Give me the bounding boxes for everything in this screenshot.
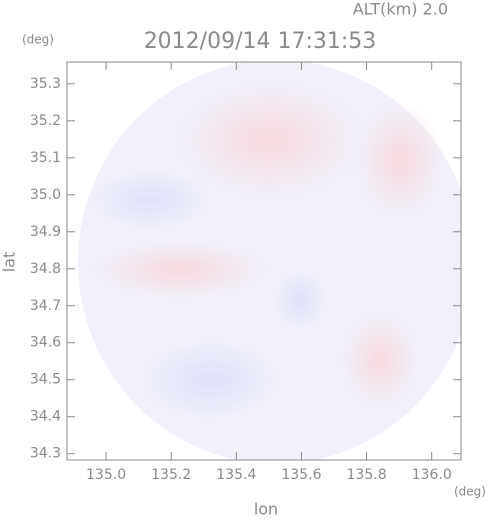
radar-image bbox=[78, 62, 461, 460]
annotation: ALT(km) 2.0 bbox=[353, 0, 448, 19]
y-tick-label: 35.0 bbox=[30, 187, 61, 203]
x-tick-label: 135.0 bbox=[86, 467, 126, 483]
plot-frame bbox=[66, 61, 462, 461]
x-unit: (deg) bbox=[454, 485, 486, 499]
y-axis-label: lat bbox=[0, 252, 19, 273]
y-tick-label: 34.6 bbox=[30, 335, 61, 351]
x-tick-label: 135.2 bbox=[151, 467, 191, 483]
y-unit: (deg) bbox=[22, 33, 54, 47]
chart-title: 2012/09/14 17:31:53 bbox=[144, 29, 377, 54]
x-tick-label: 135.8 bbox=[347, 467, 387, 483]
y-tick-label: 35.1 bbox=[30, 150, 61, 166]
y-tick-label: 34.5 bbox=[30, 372, 61, 388]
x-tick-label: 135.6 bbox=[281, 467, 321, 483]
y-tick-label: 34.7 bbox=[30, 298, 61, 314]
y-tick-label: 35.2 bbox=[30, 113, 61, 129]
x-tick-label: 135.4 bbox=[216, 467, 256, 483]
y-tick-label: 34.4 bbox=[30, 409, 61, 425]
x-axis-label: lon bbox=[254, 500, 278, 519]
y-tick-label: 34.3 bbox=[30, 446, 61, 462]
x-tick-label: 136.0 bbox=[412, 467, 452, 483]
y-tick-label: 35.3 bbox=[30, 76, 61, 92]
y-tick-label: 34.9 bbox=[30, 224, 61, 240]
y-tick-label: 34.8 bbox=[30, 261, 61, 277]
